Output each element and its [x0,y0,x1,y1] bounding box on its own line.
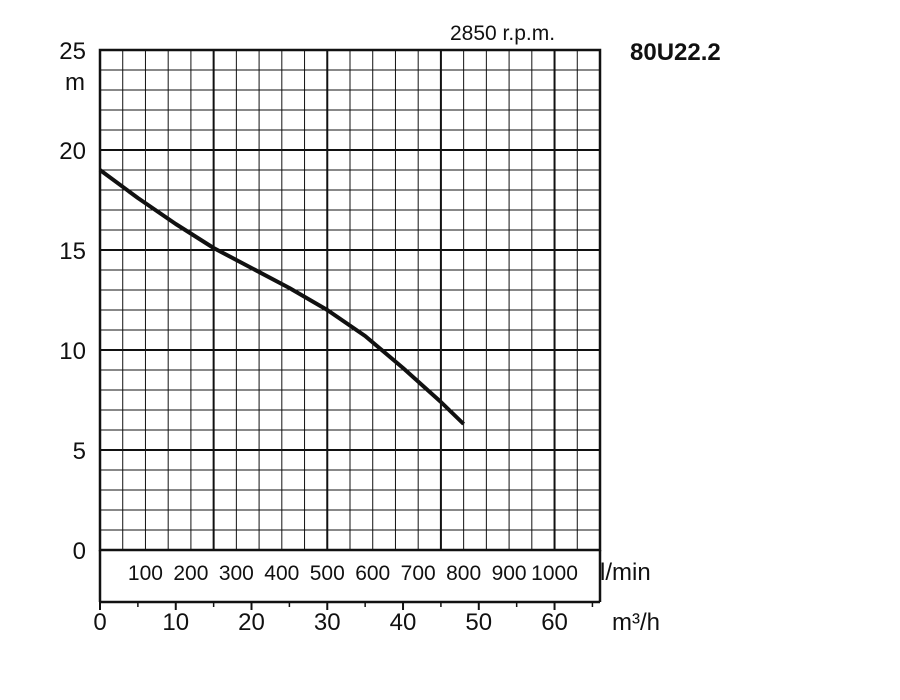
x-tick-label-lmin: 700 [401,562,436,585]
y-tick-label: 5 [73,438,86,465]
chart-title: 80U22.2 [630,39,721,66]
x-tick-label-lmin: 400 [264,562,299,585]
x-tick-label-lmin: 600 [355,562,390,585]
x-tick-label-lmin: 1000 [531,562,578,585]
y-tick-labels: 0 5 10 15 20 25 [59,38,86,565]
x-tick-label-lmin: 200 [173,562,208,585]
series-group [98,168,466,426]
x-axis-unit-m3h: m³/h [612,609,660,636]
y-axis-label: m [65,69,85,96]
x-tick-label-m3h: 0 [93,609,106,636]
x-tick-label-lmin: 500 [310,562,345,585]
x-tick-label-m3h: 50 [465,609,492,636]
y-tick-label: 25 [59,38,86,65]
series-line [98,168,466,426]
x-tick-label-m3h: 40 [390,609,417,636]
y-tick-label: 20 [59,138,86,165]
lower-axis-box [98,550,602,610]
x-tick-label-lmin: 100 [128,562,163,585]
x-tick-label-m3h: 10 [162,609,189,636]
x-axis-unit-lmin: l/min [600,559,651,586]
x-tick-label-lmin: 300 [219,562,254,585]
grid-minor [100,50,600,550]
y-tick-label: 10 [59,338,86,365]
y-tick-label: 0 [73,538,86,565]
y-tick-label: 15 [59,238,86,265]
x-tick-label-lmin: 900 [492,562,527,585]
grid-major [100,50,600,550]
x-tick-label-m3h: 20 [238,609,265,636]
x-tick-label-m3h: 60 [541,609,568,636]
x-tick-labels-lmin: 100 200 300 400 500 600 700 800 900 1000 [128,562,578,585]
x-tick-label-lmin: 800 [446,562,481,585]
chart-subtitle: 2850 r.p.m. [450,22,555,45]
x-tick-label-m3h: 30 [314,609,341,636]
x-tick-labels-m3h: 0 10 20 30 40 50 60 [93,609,568,636]
plot-frame [98,48,602,552]
